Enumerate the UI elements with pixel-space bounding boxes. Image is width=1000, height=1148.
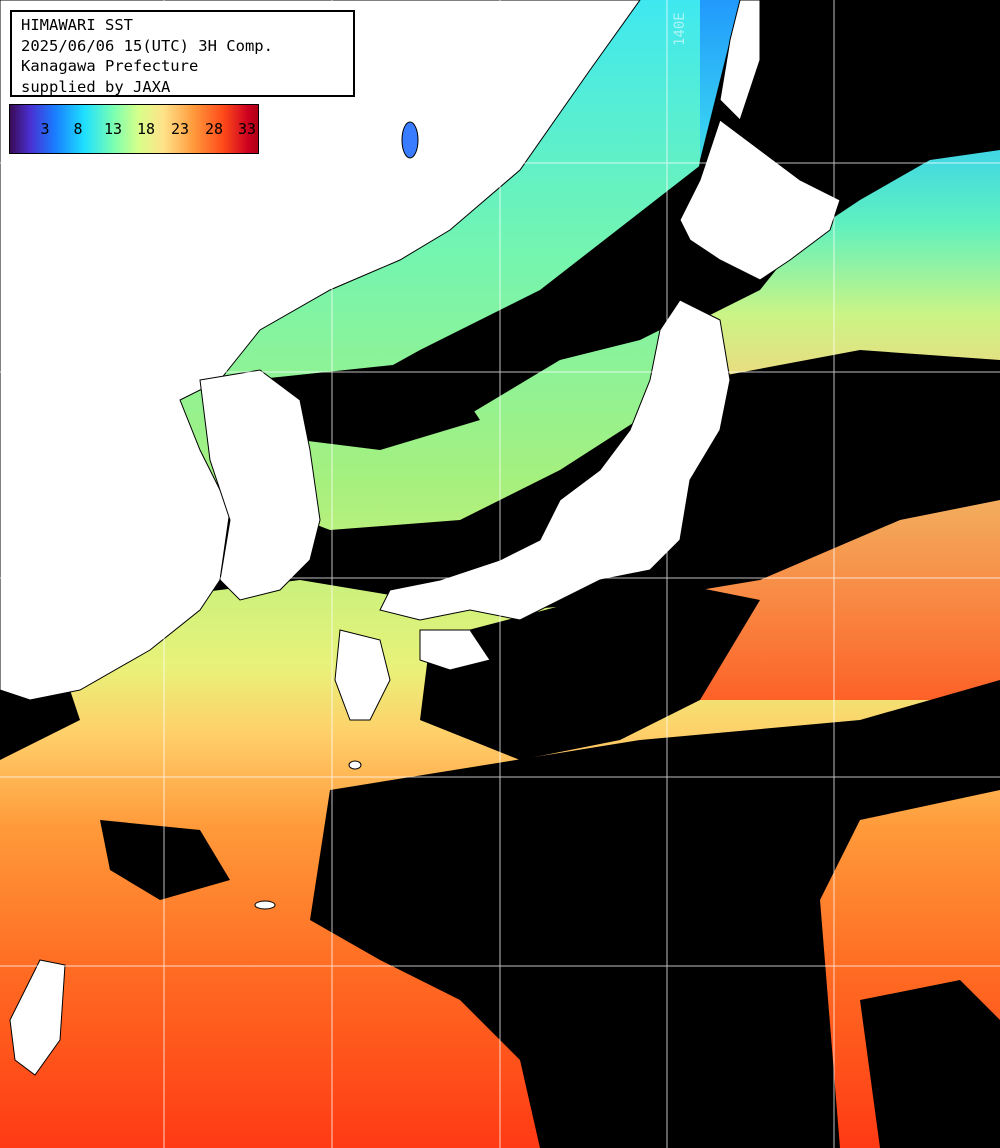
land-asia-mainland: [0, 0, 641, 701]
land-hokkaido: [679, 119, 841, 281]
land-honshu: [379, 299, 731, 621]
land-taiwan: [9, 959, 66, 1076]
lon-label-140e: 140E: [672, 12, 688, 46]
land: [0, 0, 841, 1076]
land-island: [348, 760, 362, 770]
land-shikoku: [419, 629, 491, 671]
title-box: HIMAWARI SST 2025/06/06 15(UTC) 3H Comp. K…: [10, 10, 355, 97]
land-sakhalin: [719, 0, 761, 121]
land-korea: [199, 369, 321, 601]
title-line-1: HIMAWARI SST: [21, 16, 133, 34]
lat-label-40n: 40N: [14, 353, 40, 369]
legend-tick: 8: [73, 120, 83, 138]
color-scale-legend: 3 8 13 18 23 28 33: [9, 104, 259, 154]
legend-tick: 13: [103, 120, 123, 138]
legend-tick: 18: [136, 120, 156, 138]
land-island: [401, 121, 419, 159]
legend-tick: 33: [237, 120, 257, 138]
land-island: [254, 900, 276, 910]
title-line-2: 2025/06/06 15(UTC) 3H Comp.: [21, 36, 273, 55]
legend-tick: 3: [40, 120, 50, 138]
title-line-3: Kanagawa Prefecture: [21, 57, 199, 75]
legend-tick: 28: [204, 120, 224, 138]
legend-tick: 23: [170, 120, 190, 138]
title-line-4: supplied by JAXA: [21, 77, 171, 96]
land-kyushu: [334, 629, 391, 721]
